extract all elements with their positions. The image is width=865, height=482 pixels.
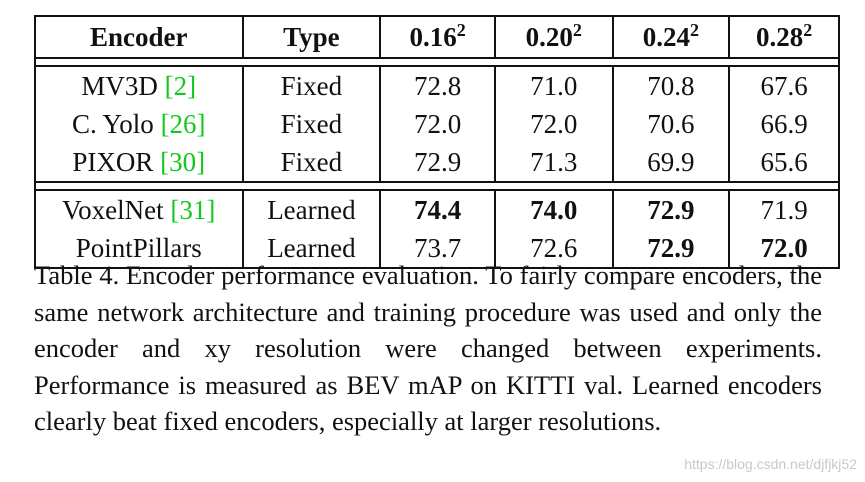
encoder-name: PIXOR (72, 147, 154, 177)
header-resolution-1-base: 0.16 (409, 22, 457, 52)
value-cell: 69.9 (611, 143, 731, 182)
type-cell: Fixed (241, 105, 382, 143)
type-cell: Fixed (241, 143, 382, 182)
encoder-performance-table: Encoder Type 0.162 0.202 0.242 0.282 MV3… (34, 15, 840, 269)
header-resolution-2-base: 0.20 (525, 22, 573, 52)
header-resolution-2: 0.202 (493, 16, 614, 58)
header-resolution-3-base: 0.24 (642, 22, 691, 52)
citation-link[interactable]: [26] (160, 109, 206, 139)
header-resolution-4-exp: 2 (803, 20, 813, 40)
table-row: PIXOR [30] Fixed 72.9 71.3 69.9 65.6 (34, 143, 840, 182)
watermark-url: https://blog.csdn.net/djfjkj52 (684, 456, 857, 472)
citation-link[interactable]: [30] (160, 147, 206, 177)
header-encoder: Encoder (34, 16, 244, 58)
table-row: VoxelNet [31] Learned 74.4 74.0 72.9 71.… (34, 190, 840, 229)
value-cell: 70.8 (611, 66, 731, 105)
value-cell: 72.9 (611, 229, 731, 268)
table-row: MV3D [2] Fixed 72.8 71.0 70.8 67.6 (34, 66, 840, 105)
value-cell: 71.0 (493, 66, 614, 105)
value-cell: 72.9 (611, 190, 731, 229)
header-resolution-2-exp: 2 (572, 20, 582, 40)
encoder-cell: VoxelNet [31] (34, 190, 244, 229)
header-resolution-3: 0.242 (611, 16, 731, 58)
fixed-encoders-group: MV3D [2] Fixed 72.8 71.0 70.8 67.6 C. Yo… (34, 66, 840, 182)
encoder-name: MV3D (81, 71, 158, 101)
encoder-name: C. Yolo (72, 109, 154, 139)
type-cell: Fixed (241, 66, 382, 105)
value-cell: 65.6 (728, 143, 840, 182)
group-gap (34, 58, 840, 66)
value-cell: 73.7 (379, 229, 496, 268)
value-cell: 72.0 (493, 105, 614, 143)
encoder-cell: C. Yolo [26] (34, 105, 244, 143)
encoder-cell: PIXOR [30] (34, 143, 244, 182)
value-cell: 72.9 (379, 143, 496, 182)
table-row: C. Yolo [26] Fixed 72.0 72.0 70.6 66.9 (34, 105, 840, 143)
value-cell: 72.0 (728, 229, 840, 268)
type-cell: Learned (241, 229, 382, 268)
encoder-cell: PointPillars (34, 229, 244, 268)
encoder-cell: MV3D [2] (34, 66, 244, 105)
value-cell: 71.3 (493, 143, 614, 182)
value-cell: 74.4 (379, 190, 496, 229)
header-resolution-3-exp: 2 (690, 20, 700, 40)
header-resolution-4-base: 0.28 (756, 22, 804, 52)
value-cell: 72.8 (379, 66, 496, 105)
value-cell: 66.9 (728, 105, 840, 143)
learned-encoders-group: VoxelNet [31] Learned 74.4 74.0 72.9 71.… (34, 190, 840, 268)
header-resolution-1: 0.162 (379, 16, 496, 58)
header-row: Encoder Type 0.162 0.202 0.242 0.282 (34, 16, 840, 58)
table-row: PointPillars Learned 73.7 72.6 72.9 72.0 (34, 229, 840, 268)
caption-text: Table 4. Encoder performance evaluation.… (34, 260, 822, 436)
value-cell: 70.6 (611, 105, 731, 143)
value-cell: 74.0 (493, 190, 614, 229)
encoder-name: VoxelNet (62, 195, 164, 225)
citation-link[interactable]: [31] (170, 195, 216, 225)
group-gap (34, 182, 840, 190)
type-cell: Learned (241, 190, 382, 229)
value-cell: 72.0 (379, 105, 496, 143)
value-cell: 72.6 (493, 229, 614, 268)
value-cell: 67.6 (728, 66, 840, 105)
header-resolution-1-exp: 2 (456, 20, 466, 40)
header-type: Type (241, 16, 382, 58)
citation-link[interactable]: [2] (164, 71, 197, 101)
table-caption: Table 4. Encoder performance evaluation.… (34, 257, 822, 440)
header-resolution-4: 0.282 (728, 16, 840, 58)
value-cell: 71.9 (728, 190, 840, 229)
